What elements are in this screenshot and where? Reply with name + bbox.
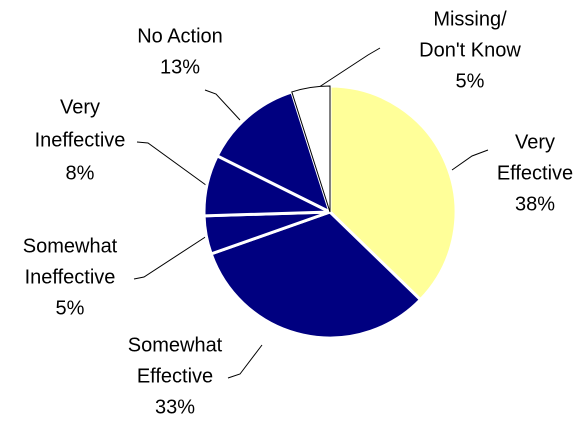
slice-label: Somewhat — [128, 334, 223, 356]
value-label: 13% — [160, 56, 200, 78]
leader-line — [204, 89, 241, 121]
slice-label: Effective — [497, 162, 573, 184]
slice-label: Ineffective — [25, 266, 116, 288]
slice-label: Missing/ — [433, 8, 507, 30]
leader-line — [227, 344, 263, 379]
slice-label: Very — [515, 131, 555, 153]
slice-label: Ineffective — [35, 129, 126, 151]
pie-slice — [291, 85, 331, 213]
value-label: 5% — [456, 70, 485, 92]
pie-slice — [328, 84, 458, 302]
slice-label: No Action — [137, 25, 223, 47]
leader-line — [136, 141, 211, 189]
slice-label: Effective — [137, 365, 213, 387]
leader-line — [309, 47, 381, 94]
value-label: 5% — [56, 297, 85, 319]
slice-label: Don't Know — [419, 39, 521, 61]
pie-slice — [215, 90, 333, 215]
leader-line — [133, 233, 211, 280]
slice-label: Somewhat — [23, 235, 118, 257]
slice-label: Very — [60, 96, 100, 118]
value-label: 8% — [66, 162, 95, 184]
leader-line — [451, 149, 489, 171]
pie-slice — [209, 210, 423, 340]
value-label: 33% — [155, 396, 195, 418]
value-label: 38% — [515, 193, 555, 215]
